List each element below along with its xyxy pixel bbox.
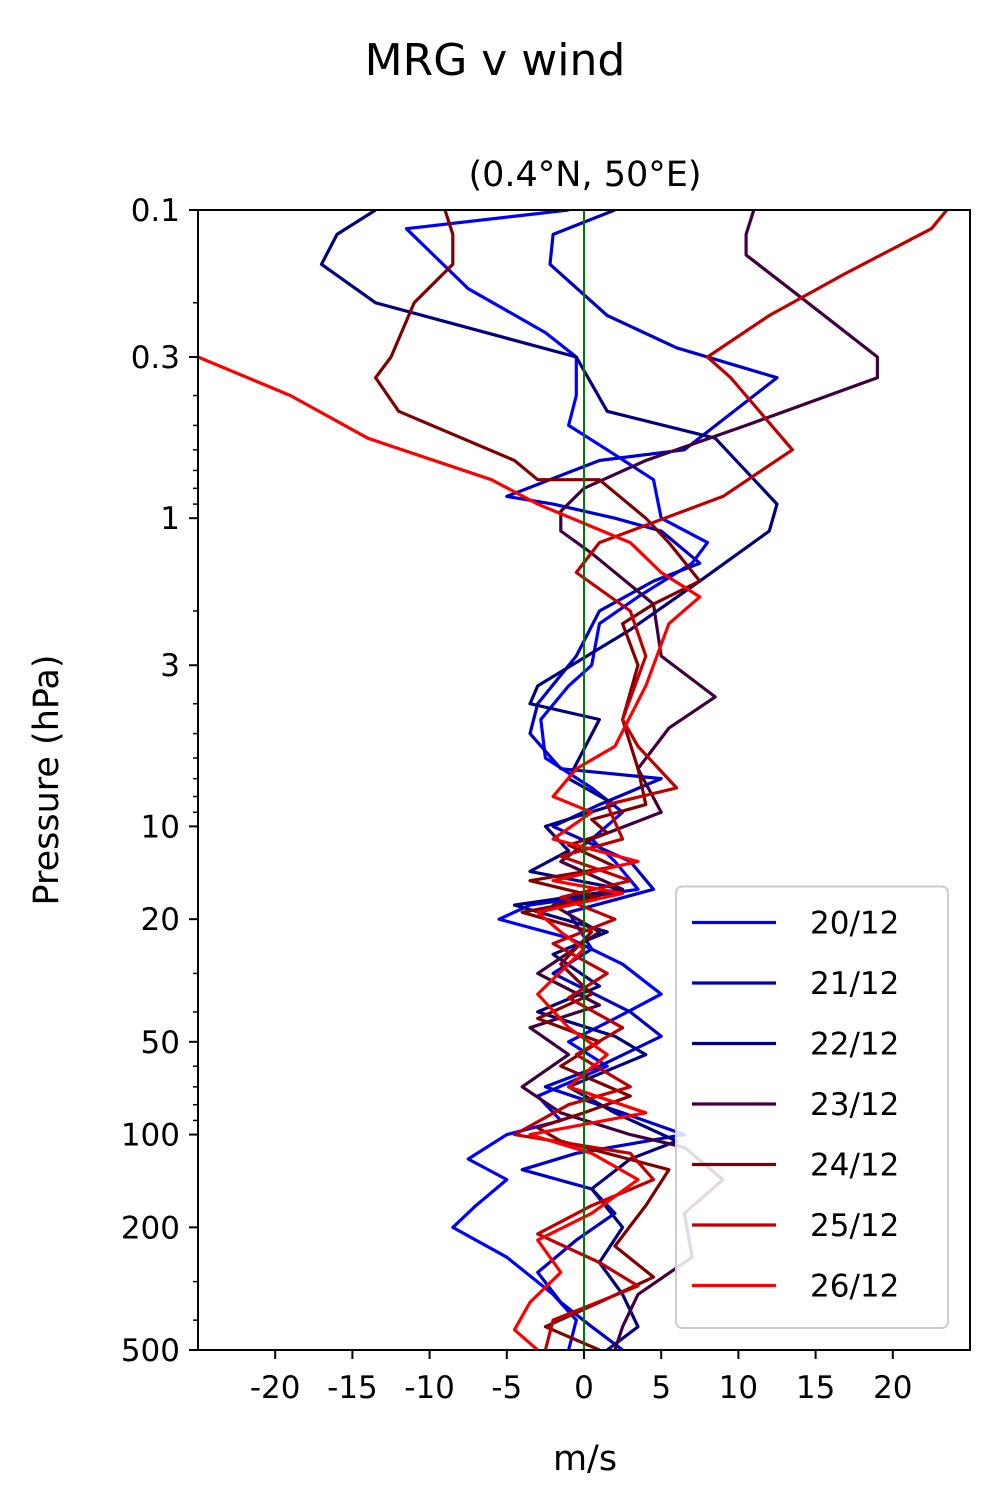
y-tick-label: 10 — [141, 809, 180, 845]
x-tick-label: 0 — [574, 1370, 594, 1406]
y-tick-label: 3 — [160, 648, 180, 684]
y-tick-label: 0.1 — [131, 193, 180, 229]
x-tick-label: -20 — [250, 1370, 301, 1406]
chart-title: MRG v wind — [365, 35, 626, 86]
y-tick-label: 20 — [141, 902, 180, 938]
x-tick-label: -10 — [404, 1370, 455, 1406]
x-axis-label: m/s — [553, 1439, 617, 1479]
chart-subtitle: (0.4°N, 50°E) — [468, 155, 701, 195]
y-tick-label: 50 — [141, 1025, 180, 1061]
legend-label: 23/12 — [810, 1087, 899, 1123]
y-tick-label: 0.3 — [131, 340, 180, 376]
y-tick-label: 200 — [121, 1210, 180, 1246]
series-layer — [198, 210, 949, 1350]
legend-label: 24/12 — [810, 1148, 899, 1184]
x-axis: -20 -15 -10 -5 0 5 10 15 20 — [250, 1350, 913, 1406]
legend-label: 20/12 — [810, 906, 899, 942]
y-tick-label: 500 — [121, 1333, 180, 1369]
legend: 20/12 21/12 22/12 23/12 24/12 25/12 26/12 — [675, 885, 949, 1329]
y-tick-label: 100 — [121, 1118, 180, 1154]
series-line-26-12 — [198, 355, 702, 1350]
legend-box — [675, 885, 949, 1329]
y-tick-label: 1 — [160, 501, 180, 537]
legend-label: 25/12 — [810, 1208, 899, 1244]
y-axis-label: Pressure (hPa) — [27, 654, 67, 905]
x-tick-label: -5 — [491, 1370, 522, 1406]
x-tick-label: 10 — [719, 1370, 758, 1406]
series-line-25-12 — [512, 210, 949, 1350]
x-tick-label: 15 — [796, 1370, 835, 1406]
y-axis: 0.1 0.3 1 3 10 20 50 100 200 500 — [121, 193, 198, 1369]
x-tick-label: -15 — [327, 1370, 378, 1406]
x-tick-label: 20 — [873, 1370, 912, 1406]
legend-label: 22/12 — [810, 1027, 899, 1063]
legend-label: 21/12 — [810, 966, 899, 1002]
x-tick-label: 5 — [651, 1370, 671, 1406]
legend-label: 26/12 — [810, 1269, 899, 1305]
